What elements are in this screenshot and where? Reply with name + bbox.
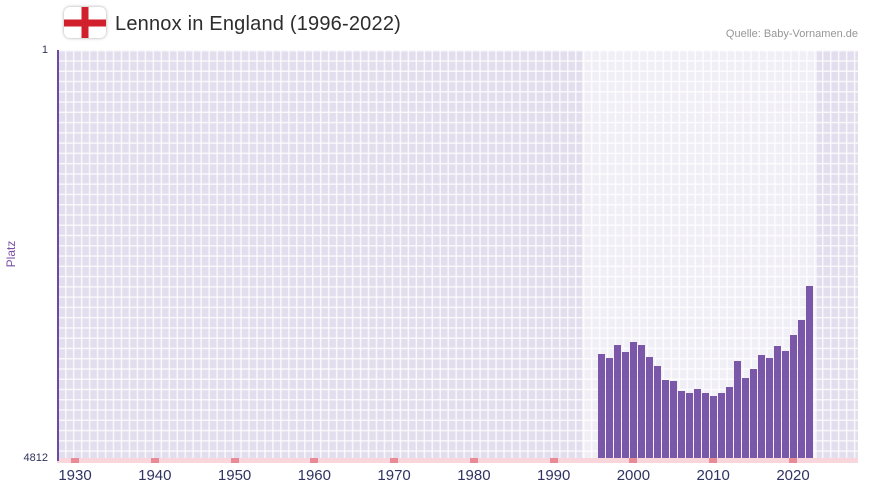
flag-cross-horizontal xyxy=(64,19,106,26)
bar-2000[interactable] xyxy=(629,342,637,461)
bar-2003[interactable] xyxy=(653,366,661,461)
bar-2018[interactable] xyxy=(773,346,781,461)
bar-2017[interactable] xyxy=(765,358,773,461)
bar-2013[interactable] xyxy=(733,360,741,461)
x-tick-mark-1960 xyxy=(310,458,319,463)
x-tick-label-2000: 2000 xyxy=(616,467,651,484)
x-tick-mark-1970 xyxy=(390,458,399,463)
bar-1999[interactable] xyxy=(622,351,629,461)
bar-2008[interactable] xyxy=(693,389,701,461)
x-tick-label-1950: 1950 xyxy=(217,467,252,484)
bar-1998[interactable] xyxy=(614,344,621,461)
x-tick-mark-2000 xyxy=(629,458,638,463)
bar-2001[interactable] xyxy=(637,344,645,461)
bar-2009[interactable] xyxy=(701,393,709,461)
x-tick-mark-1980 xyxy=(469,458,478,463)
bar-2021[interactable] xyxy=(797,319,805,461)
x-tick-label-1930: 1930 xyxy=(58,467,92,484)
bar-2011[interactable] xyxy=(717,392,725,461)
y-axis-max-tick: 1 xyxy=(41,44,48,56)
x-tick-label-1990: 1990 xyxy=(537,467,571,484)
bar-2010[interactable] xyxy=(709,395,717,461)
bar-2019[interactable] xyxy=(781,350,789,461)
x-tick-mark-1940 xyxy=(150,458,159,463)
y-axis-label: Platz xyxy=(4,240,18,268)
bar-2012[interactable] xyxy=(725,387,733,461)
bar-2004[interactable] xyxy=(661,379,669,461)
x-tick-label-1960: 1960 xyxy=(297,467,331,484)
chart-title: Lennox in England (1996-2022) xyxy=(115,13,402,35)
bar-2022[interactable] xyxy=(805,285,813,461)
x-tick-mark-1990 xyxy=(549,458,558,463)
x-tick-label-1940: 1940 xyxy=(138,467,172,484)
bar-2006[interactable] xyxy=(677,390,685,461)
x-tick-label-2010: 2010 xyxy=(696,467,730,484)
x-tick-mark-1930 xyxy=(71,458,79,463)
bar-2007[interactable] xyxy=(685,393,693,461)
x-tick-label-1970: 1970 xyxy=(377,467,411,484)
x-tick-mark-2020 xyxy=(789,458,797,463)
x-tick-label-2020: 2020 xyxy=(776,467,810,484)
plot-area xyxy=(57,50,858,463)
x-tick-label-1980: 1980 xyxy=(457,467,491,484)
x-tick-mark-1950 xyxy=(230,458,239,463)
bar-1996[interactable] xyxy=(598,354,605,461)
source-label: Quelle: Baby-Vornamen.de xyxy=(725,28,858,40)
bar-2020[interactable] xyxy=(789,335,797,461)
bar-2002[interactable] xyxy=(645,356,653,461)
x-axis-line xyxy=(57,458,858,463)
bar-1997[interactable] xyxy=(606,358,613,461)
england-flag-icon xyxy=(64,7,106,38)
x-tick-mark-2010 xyxy=(709,458,718,463)
bar-2016[interactable] xyxy=(757,354,765,461)
bar-2015[interactable] xyxy=(749,369,757,461)
y-axis-line xyxy=(57,50,59,461)
bar-2005[interactable] xyxy=(669,381,677,461)
y-axis-min-tick: 4812 xyxy=(23,452,48,464)
bar-2014[interactable] xyxy=(741,378,749,461)
